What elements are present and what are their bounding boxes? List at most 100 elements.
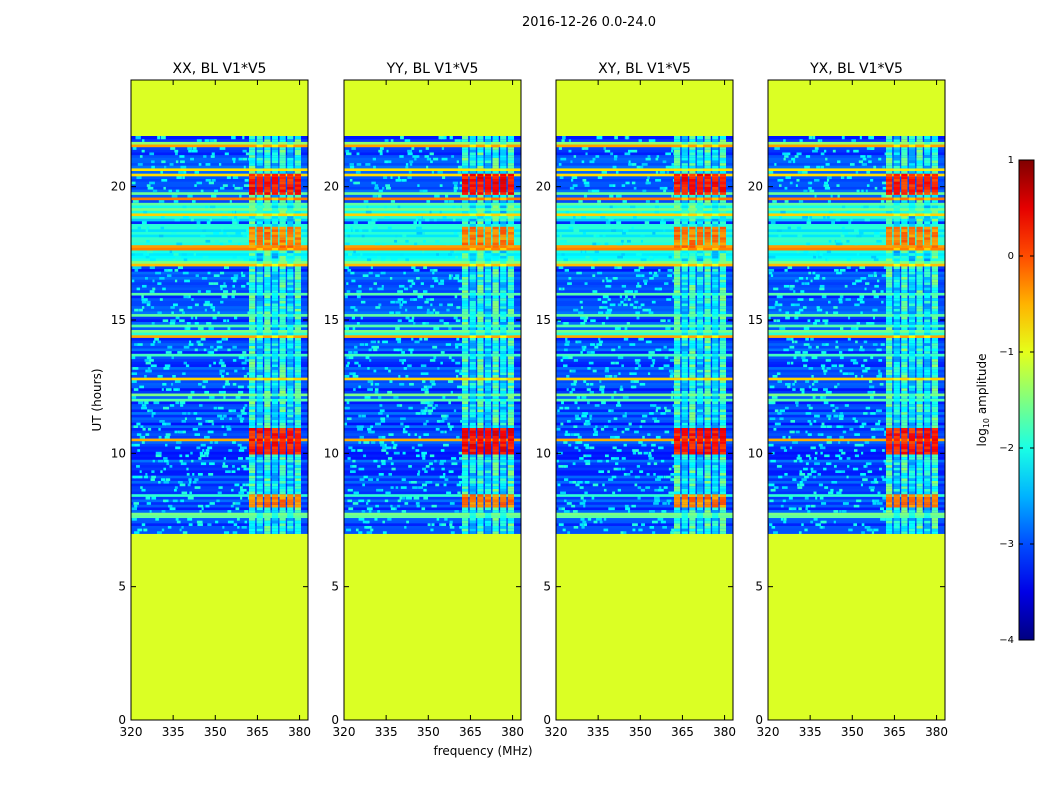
heatmap-band-cell [279, 475, 286, 479]
heatmap-speckle [411, 146, 415, 150]
heatmap-band-cell [674, 332, 681, 336]
heatmap-speckle [241, 284, 246, 288]
heatmap-band-cell [689, 361, 696, 365]
heatmap-speckle [402, 451, 406, 455]
heatmap-band-cell [271, 369, 279, 373]
heatmap-band-cell [492, 522, 499, 526]
heatmap-speckle [179, 170, 184, 174]
heatmap-speckle [345, 265, 349, 270]
heatmap-speckle [223, 395, 226, 399]
heatmap-speckle [564, 432, 571, 436]
heatmap-band-cell [696, 363, 704, 368]
heatmap-speckle [419, 188, 426, 193]
heatmap-band-cell [507, 170, 515, 174]
heatmap-band-cell [256, 218, 263, 222]
heatmap-band-cell [469, 498, 476, 503]
heatmap-band-cell [704, 289, 711, 293]
heatmap-band-cell [271, 191, 279, 195]
heatmap-band-cell [287, 390, 294, 394]
heatmap-band-cell [484, 358, 492, 362]
heatmap-speckle [223, 231, 227, 235]
heatmap-band-cell [704, 310, 711, 315]
heatmap-band-cell [249, 286, 256, 291]
heatmap-speckle [217, 414, 223, 418]
heatmap-row [344, 419, 521, 423]
heatmap-band-cell [249, 313, 256, 317]
heatmap-band-cell [500, 509, 507, 513]
heatmap-band-cell [294, 170, 302, 174]
heatmap-band-cell [279, 435, 286, 439]
heatmap-band-cell [500, 379, 507, 383]
heatmap-speckle [175, 159, 179, 164]
heatmap-band-cell [256, 445, 263, 450]
heatmap-speckle [426, 310, 431, 315]
heatmap-speckle [423, 422, 427, 426]
heatmap-band-cell [719, 390, 727, 394]
heatmap-band-cell [279, 212, 286, 217]
heatmap-speckle [567, 530, 571, 534]
heatmap-band-cell [462, 154, 469, 158]
heatmap-band-cell [484, 384, 492, 389]
heatmap-band-cell [500, 517, 507, 521]
heatmap-band-cell [287, 520, 294, 524]
heatmap-band-cell [500, 387, 507, 391]
heatmap-band-cell [681, 517, 688, 521]
heatmap-band-cell [681, 273, 688, 277]
heatmap-speckle [346, 400, 350, 405]
heatmap-band-cell [469, 461, 476, 466]
heatmap-speckle [141, 406, 147, 410]
heatmap-band-cell [719, 313, 727, 317]
heatmap-band-cell [500, 289, 507, 293]
heatmap-band-cell [507, 347, 515, 352]
heatmap-speckle [220, 300, 224, 304]
heatmap-speckle [605, 284, 611, 288]
heatmap-speckle [623, 472, 628, 476]
heatmap-row [131, 448, 308, 452]
heatmap-band-cell [500, 231, 507, 235]
heatmap-band-cell [500, 528, 507, 532]
heatmap-speckle [351, 279, 356, 283]
heatmap-band-cell [294, 226, 302, 230]
heatmap-band-cell [279, 416, 286, 421]
heatmap-speckle [390, 485, 394, 489]
heatmap-speckle [454, 342, 460, 346]
heatmap-speckle [602, 279, 605, 283]
heatmap-band-cell [507, 268, 515, 272]
heatmap-speckle [369, 220, 376, 225]
heatmap-band-cell [492, 355, 499, 360]
heatmap-speckle [456, 384, 463, 389]
heatmap-row [344, 165, 521, 169]
heatmap-band-cell [507, 196, 515, 201]
heatmap-band-cell [719, 339, 727, 344]
heatmap-speckle [149, 509, 152, 513]
heatmap-band-cell [264, 506, 271, 511]
heatmap-band-cell [507, 355, 515, 360]
heatmap-band-cell [674, 289, 681, 293]
heatmap-speckle [400, 485, 407, 489]
heatmap-band-cell [287, 456, 294, 460]
heatmap-band-cell [704, 493, 711, 497]
heatmap-band-cell [287, 448, 294, 452]
heatmap-band-cell [469, 464, 476, 468]
heatmap-band-cell [689, 493, 696, 497]
heatmap-row [131, 419, 308, 423]
heatmap-band-cell [256, 321, 263, 325]
heatmap-band-cell [264, 175, 271, 179]
heatmap-band-cell [689, 506, 696, 511]
heatmap-band-cell [264, 427, 271, 431]
heatmap-band-cell [477, 257, 484, 262]
heatmap-speckle [238, 448, 245, 452]
heatmap-band-cell [704, 326, 711, 330]
heatmap-row [556, 329, 733, 333]
heatmap-speckle [146, 501, 151, 505]
heatmap-band-cell [500, 501, 507, 505]
heatmap-band-cell [279, 456, 286, 460]
heatmap-band-cell [681, 339, 688, 344]
heatmap-band-cell [477, 374, 484, 378]
heatmap-band-cell [256, 226, 263, 230]
heatmap-band-cell [704, 443, 711, 447]
heatmap-band-cell [689, 355, 696, 360]
heatmap-band-cell [500, 512, 507, 516]
heatmap-band-cell [256, 369, 263, 373]
heatmap-band-cell [484, 302, 492, 307]
